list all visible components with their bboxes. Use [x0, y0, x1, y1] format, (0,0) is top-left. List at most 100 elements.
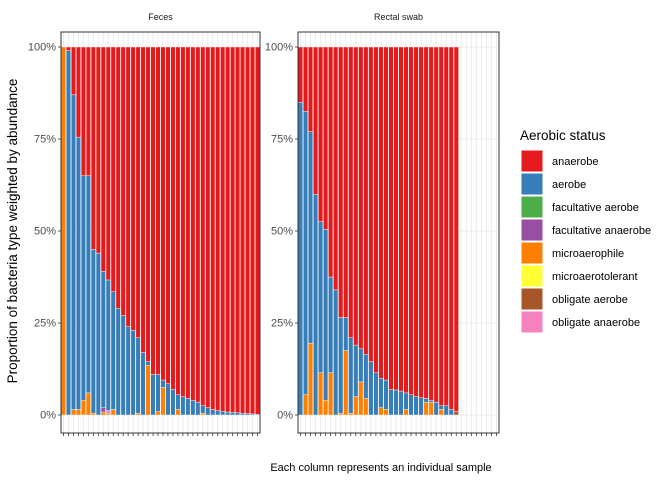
legend-swatch — [520, 241, 544, 265]
y-tick-label: 50% — [271, 226, 293, 238]
sample-bar — [220, 46, 226, 416]
sample-bar — [250, 46, 255, 416]
sample-bar — [200, 46, 206, 416]
sample-bar — [255, 46, 260, 416]
bar-segment-anaerobe — [80, 46, 86, 177]
sample-bar — [388, 46, 394, 416]
bar-segment-aerobe — [393, 389, 399, 416]
bar-segment-microaerophile — [358, 381, 364, 416]
bar-segment-microaerophile — [343, 350, 349, 416]
bar-segment-anaerobe — [413, 46, 419, 397]
bar-segment-microaerophile — [378, 407, 384, 416]
sample-bar — [348, 46, 354, 416]
bar-segment-anaerobe — [453, 46, 459, 412]
legend-entries: anaerobe aerobe facultative aerobe facultat… — [520, 149, 651, 334]
bar-segment-aerobe — [70, 94, 76, 410]
sample-bar — [333, 46, 339, 416]
legend-swatch — [520, 218, 544, 242]
bar-segment-microaerophile — [323, 400, 329, 416]
y-tick-label: 25% — [34, 318, 56, 330]
bar-segment-anaerobe — [125, 46, 131, 327]
sample-bar — [170, 46, 176, 416]
bar-segment-anaerobe — [140, 46, 146, 353]
sample-bar — [110, 46, 116, 416]
sample-bar — [358, 46, 364, 416]
bar-segment-aerobe — [333, 289, 339, 416]
sample-bar — [298, 46, 303, 416]
sample-bar — [190, 46, 196, 416]
bar-segment-aerobe — [413, 396, 419, 416]
panel-title: Feces — [148, 12, 173, 22]
bar-segment-anaerobe — [115, 46, 121, 309]
bar-segment-aerobe — [328, 276, 334, 373]
legend-entry: facultative anaerobe — [520, 218, 651, 242]
bar-segment-aerobe — [240, 412, 246, 416]
bar-segment-anaerobe — [333, 46, 339, 291]
bar-segment-microaerophile — [338, 412, 344, 416]
sample-bar — [433, 46, 439, 416]
bar-segment-aerobe — [303, 111, 308, 395]
bar-segment-microaerophile — [85, 392, 91, 416]
sample-bar — [130, 46, 136, 416]
bar-segment-anaerobe — [408, 46, 414, 395]
bar-segment-aerobe — [398, 390, 404, 416]
sample-bar — [235, 46, 241, 416]
bar-segment-anaerobe — [250, 46, 255, 415]
legend-entry: obligate aerobe — [520, 287, 628, 311]
sample-bar — [423, 46, 429, 416]
y-tick-label: 0% — [40, 410, 56, 422]
bar-segment-microaerophile — [308, 343, 314, 416]
bar-segment-microaerophile — [175, 409, 181, 416]
bar-segment-anaerobe — [245, 46, 251, 414]
sample-bar — [120, 46, 126, 416]
bar-segment-anaerobe — [358, 46, 364, 349]
bar-segment-anaerobe — [328, 46, 334, 278]
bar-segment-aerobe — [220, 411, 226, 416]
bar-segment-anaerobe — [448, 46, 454, 410]
sample-bar — [210, 46, 216, 416]
bar-segment-aerobe — [170, 389, 176, 416]
bar-segment-anaerobe — [378, 46, 384, 379]
bar-segment-anaerobe — [383, 46, 389, 381]
legend-label: obligate anaerobe — [552, 317, 640, 329]
y-axis-title: Proportion of bacteria type weighted by … — [5, 79, 20, 384]
sample-bar — [363, 46, 369, 416]
legend-label: facultative aerobe — [552, 202, 639, 214]
sample-bar — [160, 46, 166, 416]
bar-segment-aerobe — [448, 409, 454, 416]
bar-segment-anaerobe — [95, 46, 101, 254]
sample-bar — [225, 46, 231, 416]
bar-segment-aerobe — [180, 396, 186, 416]
bar-segment-anaerobe — [225, 46, 231, 413]
bar-segment-aerobe — [175, 394, 181, 410]
bar-segment-aerobe — [130, 330, 136, 416]
bar-segment-anaerobe — [150, 46, 156, 375]
bar-segment-microaerophile — [303, 394, 308, 416]
bar-segment-obligate-aerobe — [453, 411, 459, 416]
bar-segment-anaerobe — [190, 46, 196, 401]
sample-bar — [175, 46, 181, 416]
bar-segment-anaerobe — [185, 46, 191, 399]
bar-segment-microaerophile — [90, 412, 96, 416]
bar-segment-anaerobe — [135, 46, 141, 338]
sample-bar — [403, 46, 409, 416]
bar-segment-aerobe — [403, 392, 409, 410]
bar-segment-aerobe — [318, 221, 324, 373]
bar-segment-aerobe — [195, 401, 201, 416]
sample-bar — [245, 46, 251, 416]
bar-segment-aerobe — [383, 379, 389, 410]
bar-segment-anaerobe — [388, 46, 394, 390]
legend-swatch — [520, 195, 544, 219]
sample-bar — [66, 46, 71, 416]
bar-segment-microaerophile — [383, 409, 389, 416]
legend-entry: anaerobe — [520, 149, 599, 173]
bar-segment-aerobe — [368, 361, 374, 416]
panel-background — [61, 32, 260, 433]
bar-segment-anaerobe — [313, 46, 319, 195]
bar-segment-microaerophile — [75, 409, 81, 416]
bar-segment-anaerobe — [428, 46, 434, 401]
sample-bar — [95, 46, 101, 416]
sample-bar — [383, 46, 389, 416]
bar-segment-aerobe — [308, 131, 314, 344]
